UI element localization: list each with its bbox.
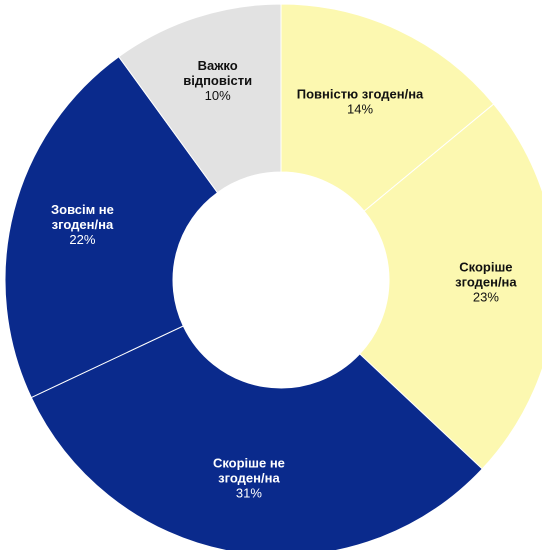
slice-label-name: відповісти	[183, 73, 252, 88]
slice-label-value: 31%	[236, 485, 262, 500]
slice-label-2: Скоріше згоден/на 23%	[455, 259, 517, 304]
slice-5	[118, 3, 282, 194]
slice-label-name: згоден/на	[52, 217, 114, 232]
slices-group	[4, 3, 542, 550]
slice-label-1: Повністю згоден/на 14%	[297, 87, 424, 117]
slice-label-name: згоден/на	[218, 470, 280, 485]
slice-3	[30, 325, 483, 550]
slice-label-value: 10%	[205, 88, 231, 103]
slice-label-name: Зовсім не	[51, 202, 114, 217]
slice-label-value: 14%	[347, 102, 373, 117]
slice-label-name: Скоріше не	[213, 455, 285, 470]
slice-label-name: Повністю згоден/на	[297, 87, 424, 102]
slice-label-name: згоден/на	[455, 274, 517, 289]
labels-group: Повністю згоден/на 14%Скоріше згоден/на 23%…	[51, 58, 517, 500]
slice-1	[280, 3, 495, 212]
slice-label-value: 22%	[69, 232, 95, 247]
slice-label-name: Скоріше	[459, 259, 512, 274]
slice-4	[4, 56, 219, 399]
slice-label-value: 23%	[473, 289, 499, 304]
slice-label-5: Важко відповісти 10%	[183, 58, 252, 103]
slice-label-3: Скоріше не згоден/на 31%	[213, 455, 285, 500]
slice-label-4: Зовсім не згоден/на 22%	[51, 202, 114, 247]
slice-2	[359, 103, 542, 470]
slice-label-name: Важко	[198, 58, 238, 73]
